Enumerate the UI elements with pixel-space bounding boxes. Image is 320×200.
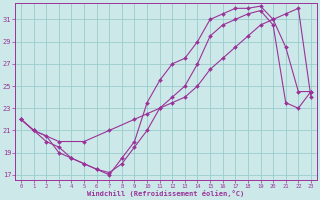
X-axis label: Windchill (Refroidissement éolien,°C): Windchill (Refroidissement éolien,°C) bbox=[87, 190, 244, 197]
